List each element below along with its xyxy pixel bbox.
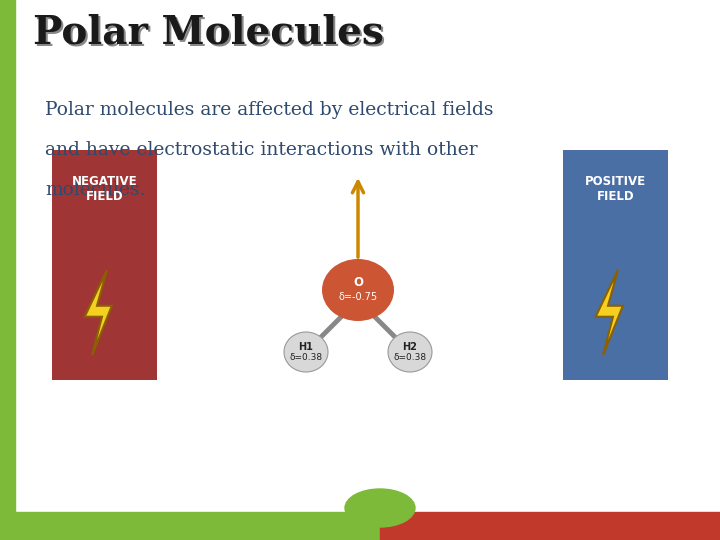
Polygon shape (85, 270, 112, 355)
Bar (563, 150, 668, 380)
Text: POSITIVE
FIELD: POSITIVE FIELD (585, 175, 646, 203)
Bar (52, 150, 157, 380)
Text: and have electrostatic interactions with other: and have electrostatic interactions with… (45, 141, 477, 159)
Ellipse shape (388, 332, 432, 372)
Polygon shape (595, 270, 623, 355)
Bar (0, 512, 380, 540)
Text: NEGATIVE
FIELD: NEGATIVE FIELD (72, 175, 138, 203)
Ellipse shape (322, 259, 394, 321)
Text: δ=0.38: δ=0.38 (289, 354, 323, 362)
Text: Polar molecules are affected by electrical fields: Polar molecules are affected by electric… (45, 101, 493, 119)
Bar (0, 0, 15, 540)
Text: H1: H1 (299, 342, 313, 352)
Text: H2: H2 (402, 342, 418, 352)
Text: δ=0.38: δ=0.38 (393, 354, 426, 362)
Bar (380, 512, 720, 540)
Text: molecules.: molecules. (45, 181, 145, 199)
Ellipse shape (284, 332, 328, 372)
Text: O: O (353, 276, 363, 289)
Text: δ=-0.75: δ=-0.75 (338, 292, 377, 302)
Ellipse shape (345, 489, 415, 527)
Text: Polar Molecules: Polar Molecules (33, 13, 384, 51)
Text: Polar Molecules: Polar Molecules (35, 15, 386, 53)
